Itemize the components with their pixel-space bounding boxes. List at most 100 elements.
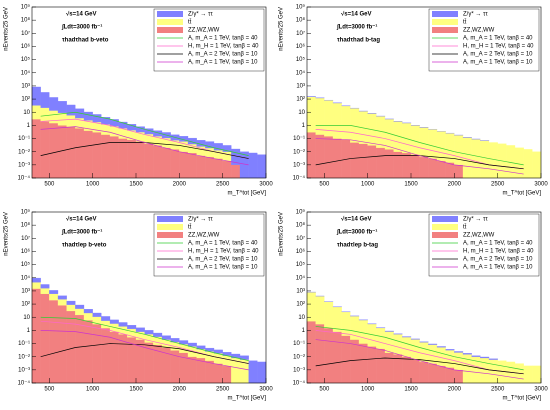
histogram-bar	[315, 134, 325, 179]
y-tick-label: 10	[23, 315, 30, 321]
histogram-bar	[462, 353, 472, 355]
histogram-bar	[462, 137, 472, 179]
histogram-bar	[341, 105, 351, 140]
legend-label: tt̄	[188, 19, 192, 26]
lumi-label: ∫Ldt=3000 fb⁻¹	[61, 229, 102, 236]
legend-label: ZZ,WZ,WW	[463, 233, 495, 239]
histogram-bar	[179, 151, 189, 179]
legend-label: ZZ,WZ,WW	[463, 28, 495, 34]
plot-frame	[306, 211, 542, 384]
y-tick-label: 10³	[21, 289, 30, 295]
legend-label: Z/γ* → ττ	[188, 217, 213, 223]
channel-label: τhadτhad b-tag	[337, 38, 380, 44]
histogram-bar	[248, 360, 258, 384]
histogram-bar	[153, 145, 163, 179]
histogram-bar	[306, 96, 316, 133]
y-tick-label: 10⁷	[21, 235, 30, 242]
histogram-bar	[306, 132, 316, 179]
histogram-bar	[40, 288, 50, 294]
histogram-bar	[222, 355, 232, 367]
y-tick-label: 10⁻²	[18, 149, 30, 155]
histogram-bar	[410, 339, 420, 360]
histogram-bar	[402, 336, 412, 338]
histogram-bar	[367, 346, 377, 384]
y-tick-label: 10³	[296, 84, 305, 90]
histogram-bar	[57, 299, 67, 306]
histogram-bar	[66, 304, 76, 312]
energy-label: √s=14 GeV	[341, 11, 371, 18]
histogram-bar	[118, 138, 128, 179]
histogram-bar	[57, 305, 67, 384]
y-tick-label: 10⁵	[21, 56, 31, 63]
y-tick-label: 10⁸	[296, 222, 306, 229]
histogram-bar	[31, 282, 41, 289]
legend-swatch	[157, 232, 183, 238]
histogram-bar	[419, 341, 429, 343]
histogram-bar	[471, 355, 481, 357]
x-tick-label: 3000	[534, 182, 548, 188]
histogram-bar	[31, 86, 41, 106]
histogram-bar	[127, 139, 137, 179]
x-tick-label: 2500	[216, 387, 230, 393]
legend-swatch	[432, 232, 458, 238]
y-tick-label: 10⁴	[296, 69, 306, 76]
x-tick-label: 1000	[361, 182, 375, 188]
legend-label: A, m_A = 2 TeV, tanβ = 10	[463, 257, 533, 263]
histogram-bar	[428, 363, 438, 384]
signal-line	[40, 316, 249, 361]
histogram-bar	[57, 295, 67, 300]
y-tick-label: 1	[27, 328, 31, 334]
histogram-bar	[393, 334, 403, 355]
histogram-bar	[92, 132, 102, 179]
lumi-label: ∫Ldt=3000 fb⁻¹	[61, 24, 102, 31]
histogram-bar	[57, 101, 67, 113]
histogram-bar	[66, 126, 76, 179]
histogram-bar	[49, 97, 59, 111]
y-tick-label: 10²	[296, 302, 305, 308]
histogram-bar	[532, 151, 542, 179]
histogram-bar	[445, 349, 455, 351]
x-tick-label: 500	[44, 387, 55, 393]
energy-label: √s=14 GeV	[66, 216, 96, 223]
x-axis-label: m_T^tot [GeV]	[503, 396, 542, 402]
histogram-bar	[127, 325, 137, 330]
x-tick-label: 2000	[448, 182, 462, 188]
histogram-bar	[40, 107, 50, 122]
y-tick-label: 10⁷	[21, 30, 30, 37]
histogram-bar	[488, 359, 498, 384]
histogram-bar	[402, 152, 412, 179]
legend-label: H, m_H = 1 TeV, tanβ = 40	[188, 249, 259, 255]
y-tick-label: 10⁻²	[293, 354, 305, 360]
y-axis-label: nEvents/25 GeV	[4, 7, 10, 51]
histogram-bar	[127, 124, 137, 131]
histogram-bar	[523, 365, 533, 384]
y-tick-label: 10⁴	[21, 69, 31, 76]
histogram-bar	[75, 308, 85, 316]
histogram-bar	[161, 335, 171, 340]
x-tick-label: 2500	[216, 182, 230, 188]
signal-line	[315, 357, 524, 375]
x-axis-label: m_T^tot [GeV]	[503, 191, 542, 197]
y-tick-label: 10	[23, 110, 30, 116]
histogram-bar	[118, 322, 128, 327]
energy-label: √s=14 GeV	[66, 11, 96, 18]
histogram-bar	[480, 140, 490, 179]
histogram-bar	[179, 340, 189, 345]
y-tick-label: 10²	[21, 97, 30, 103]
histogram-bar	[66, 300, 76, 305]
y-tick-label: 10²	[296, 97, 305, 103]
x-tick-label: 2000	[173, 182, 187, 188]
histogram-bar	[257, 154, 267, 179]
energy-label: √s=14 GeV	[341, 216, 371, 223]
legend-label: A, m_A = 1 TeV, tanβ = 10	[188, 60, 258, 66]
histogram-bar	[101, 124, 111, 135]
histogram-bar	[213, 363, 223, 384]
histogram-bar	[523, 149, 533, 179]
histogram-bar	[101, 320, 111, 329]
channel-label: τhadτlep b-veto	[62, 243, 107, 249]
y-tick-label: 10⁶	[296, 43, 306, 50]
histogram-bar	[205, 156, 215, 179]
x-tick-label: 1000	[86, 182, 100, 188]
histogram-bar	[341, 311, 351, 336]
histogram-bar	[324, 136, 334, 179]
